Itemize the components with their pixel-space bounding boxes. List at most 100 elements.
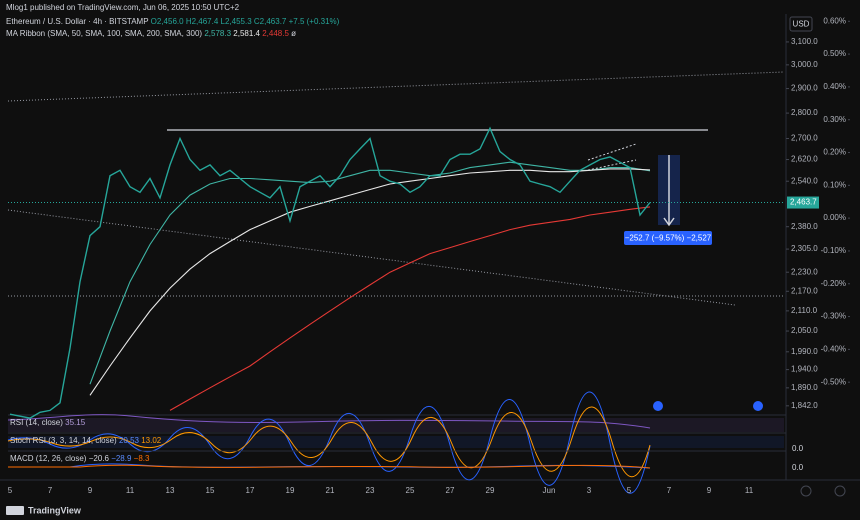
x-tick-label: 3 [587,486,592,495]
ohlc: O2,456.0 [150,17,184,26]
y-tick-label: 2,050.0 [791,326,818,335]
currency-box[interactable] [789,16,813,32]
change: +7.5 (+0.31%) [288,17,340,26]
channel-line [587,143,637,161]
ma-value: 2,581.4 [233,29,260,38]
y-tick-label: 2,800.0 [791,108,818,117]
y-tick-label: 2,230.0 [791,267,818,276]
indicator-value: −20.6 [88,454,109,463]
ma-legend: MA Ribbon (SMA, 50, SMA, 100, SMA, 200, … [6,29,296,38]
settings-icon[interactable] [834,485,846,497]
ma-title: MA Ribbon (SMA, 50, SMA, 100, SMA, 200, … [6,29,203,38]
indicator-value: −8.3 [133,454,150,463]
ohlc: L2,455.3 [220,17,252,26]
y-tick-label: 2,170.0 [791,286,818,295]
y-tick-label: 2,110.0 [791,306,818,315]
y2-tick-label: -0.40% [821,344,846,353]
x-tick-label: 25 [406,486,415,495]
y-tick-label: 1,842.0 [791,401,818,410]
indicator-title: RSI (14, close) [10,418,63,427]
y2-tick-label: 0.20% [823,148,846,157]
ma-suffix: ø [291,29,297,38]
y-tick-label: 1,990.0 [791,347,818,356]
ma-value: 2,578.3 [204,29,232,38]
y2-tick-label: -0.50% [821,377,846,386]
stoch-band [8,436,784,448]
ma-line [89,161,651,385]
ohlc: H2,467.4 [185,17,219,26]
x-tick-label: 11 [745,486,754,495]
rsi-line [7,414,651,429]
ma-line [89,168,651,396]
logo [6,506,24,515]
event-icon[interactable] [753,401,763,411]
ma-value: 2,448.5 [262,29,289,38]
x-tick-label: 21 [326,486,335,495]
currency[interactable]: USD [793,20,810,29]
stoch-legend: Stoch RSI (3, 3, 14, 14, close) 20.53 13… [10,436,161,445]
indicator-value: 13.02 [141,436,162,445]
indicator-title: Stoch RSI (3, 3, 14, 14, close) [10,436,117,445]
last-price-label: 2,463.7 [790,198,817,207]
publisher: Mlog1 published on TradingView.com, Jun … [6,3,240,12]
pane-axis-label: 0.0 [792,463,804,472]
measure-box [624,231,712,245]
y2-tick-label: -0.10% [821,246,846,255]
symbol: Ethereum / U.S. Dollar · 4h · BITSTAMP [6,17,149,26]
y-tick-label: 2,700.0 [791,134,818,143]
settings-icon[interactable] [800,485,812,497]
y2-tick-label: 0.00% [823,213,846,222]
y-tick-label: 2,540.0 [791,176,818,185]
y2-tick-label: 0.10% [823,180,846,189]
stoch-d-line [7,406,651,478]
indicator-value: −28.9 [111,454,132,463]
event-icon[interactable] [653,401,663,411]
trend-line [7,71,785,102]
ma-line [169,206,651,411]
x-tick-label: 9 [88,486,93,495]
signal-line [8,464,651,469]
y2-tick-label: -0.20% [821,279,846,288]
y2-tick-label: 0.30% [823,115,846,124]
symbol-legend: Ethereum / U.S. Dollar · 4h · BITSTAMP O… [6,17,339,26]
footer-brand: TradingView [28,505,82,515]
y2-tick-label: 0.50% [823,49,846,58]
indicator-title: MACD (12, 26, close) [10,454,87,463]
y-tick-label: 1,890.0 [791,383,818,392]
y-tick-label: 2,380.0 [791,222,818,231]
y-tick-label: 3,000.0 [791,60,818,69]
x-tick-label: Jun [543,486,556,495]
trend-line [7,209,736,306]
y2-tick-label: -0.30% [821,312,846,321]
y-tick-label: 3,100.0 [791,37,818,46]
y2-tick-label: 0.60% [823,16,846,25]
y-tick-label: 2,620.0 [791,155,818,164]
x-tick-label: 15 [206,486,215,495]
x-tick-label: 13 [166,486,175,495]
ohlc: C2,463.7 [253,17,287,26]
y-tick-label: 2,305.0 [791,244,818,253]
indicator-value: 35.15 [65,418,86,427]
x-tick-label: 11 [126,486,135,495]
channel-line [587,159,637,171]
x-tick-label: 23 [366,486,375,495]
x-tick-label: 27 [446,486,455,495]
measure-label: −252.7 (−9.57%) −2,527 [625,234,712,243]
pane-axis-label: 0.0 [792,444,804,453]
x-tick-label: 29 [486,486,495,495]
x-tick-label: 19 [286,486,295,495]
measure-arrow-head [663,217,675,227]
y-tick-label: 2,900.0 [791,84,818,93]
x-tick-label: 9 [707,486,712,495]
y-tick-label: 1,940.0 [791,365,818,374]
price-line [9,126,651,419]
x-tick-label: 5 [8,486,13,495]
x-tick-label: 7 [667,486,672,495]
x-tick-label: 5 [627,486,632,495]
macd-legend: MACD (12, 26, close) −20.6 −28.9 −8.3 [10,454,149,463]
indicator-value: 20.53 [118,436,139,445]
last-price-tag [787,196,819,209]
x-tick-label: 17 [246,486,255,495]
